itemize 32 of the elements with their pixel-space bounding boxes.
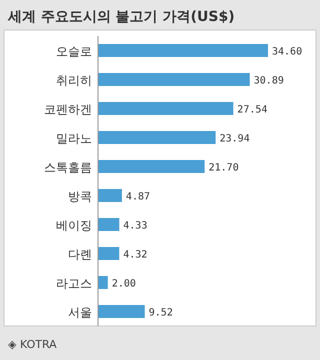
y-tick-label: 라고스 (56, 276, 92, 290)
y-tick-label: 취리히 (56, 74, 92, 88)
y-tick-label: 다롄 (68, 248, 92, 262)
bar (98, 247, 120, 260)
data-label: 9.52 (148, 308, 173, 318)
data-label: 21.70 (208, 162, 239, 174)
bar (98, 44, 268, 57)
y-tick-label: 코펜하겐 (44, 102, 92, 116)
data-label: 27.54 (237, 104, 268, 116)
bar (98, 131, 216, 144)
y-tick-label: 방콕 (68, 190, 92, 204)
data-label: 4.87 (126, 192, 150, 202)
y-tick-label: 밀라노 (56, 132, 92, 146)
data-label: 4.32 (123, 250, 148, 260)
bar (98, 189, 122, 202)
y-tick-label: 서울 (68, 306, 92, 320)
chart-title: 세계 주요도시의 불고기 가격(US$) (7, 9, 235, 25)
bar (98, 218, 120, 231)
y-tick-label: 베이징 (56, 218, 92, 232)
data-label: 23.94 (220, 134, 250, 144)
bar (98, 160, 205, 173)
data-label: 30.89 (254, 76, 284, 86)
data-label: 4.33 (123, 220, 148, 232)
y-tick-label: 스톡홀름 (44, 160, 92, 174)
bar (98, 102, 234, 115)
text: ◈ KOTRA (8, 338, 58, 351)
data-label: 34.60 (272, 46, 302, 58)
bar (98, 276, 108, 289)
bar (98, 305, 145, 318)
y-tick-label: 오슬로 (56, 44, 92, 58)
data-label: 2.00 (112, 278, 136, 290)
bar (98, 73, 250, 86)
